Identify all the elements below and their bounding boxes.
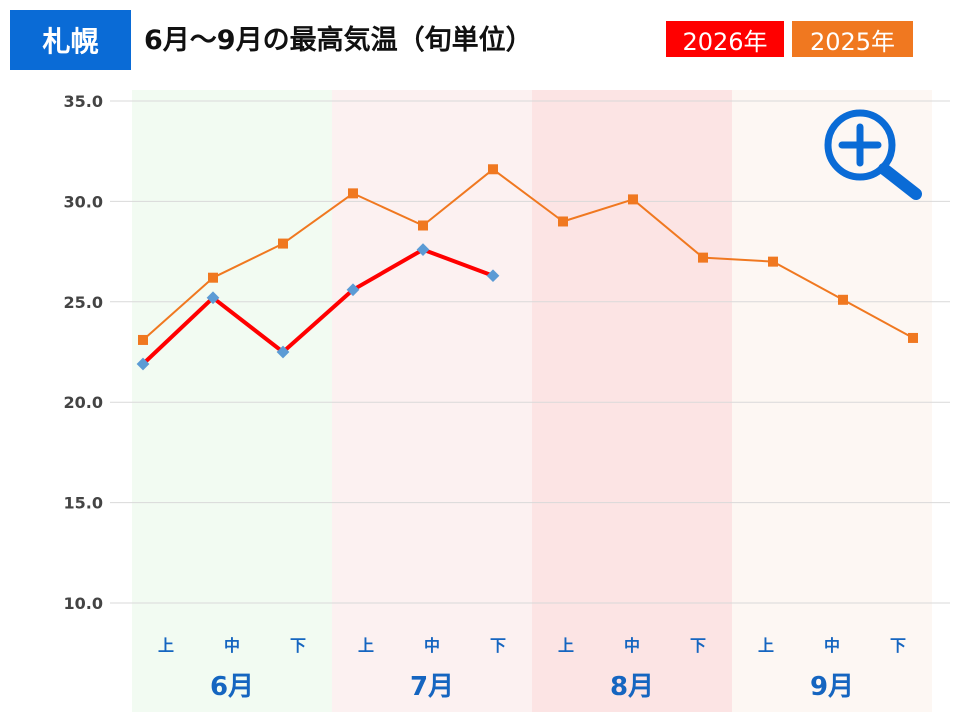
data-point [208, 272, 218, 283]
month-band [132, 90, 332, 712]
y-tick-label: 35.0 [64, 92, 103, 111]
data-point [488, 164, 498, 175]
y-tick-label: 30.0 [64, 192, 103, 211]
data-point [138, 334, 148, 345]
y-tick-label: 10.0 [64, 594, 103, 613]
month-label: 8月 [610, 672, 654, 702]
x-tick-label: 中 [824, 636, 840, 655]
data-point [698, 252, 708, 263]
data-point [628, 194, 638, 205]
data-point [768, 256, 778, 267]
x-tick-label: 上 [358, 636, 374, 655]
zoom-in-icon[interactable] [824, 109, 922, 200]
chart-title: 6月～9月の最高気温（旬単位） [144, 25, 533, 56]
month-label: 7月 [410, 672, 454, 702]
y-tick-label: 25.0 [64, 293, 103, 312]
month-band [332, 90, 532, 712]
x-tick-label: 上 [758, 636, 774, 655]
month-label: 9月 [810, 672, 854, 702]
x-tick-label: 上 [158, 636, 174, 655]
month-label: 6月 [210, 672, 254, 702]
legend-2025: 2025年 [792, 21, 913, 57]
series-line [141, 247, 494, 366]
data-point [136, 357, 150, 371]
x-tick-label: 中 [624, 636, 640, 655]
data-point [348, 188, 358, 199]
x-tick-label: 下 [490, 636, 506, 655]
x-tick-label: 下 [890, 636, 906, 655]
x-tick-label: 下 [690, 636, 706, 655]
series-line [142, 168, 914, 341]
x-tick-label: 中 [424, 636, 440, 655]
data-point [416, 243, 430, 256]
data-point [276, 345, 290, 359]
y-tick-label: 15.0 [64, 494, 103, 513]
data-point [908, 332, 918, 343]
data-point [206, 291, 220, 305]
x-tick-label: 上 [558, 636, 574, 655]
data-point [838, 294, 848, 305]
x-tick-label: 中 [224, 636, 240, 655]
x-tick-label: 下 [290, 636, 306, 655]
y-tick-label: 20.0 [64, 393, 103, 412]
data-point [346, 283, 360, 297]
month-band [532, 90, 732, 712]
month-band [732, 90, 932, 712]
legend-2026: 2026年 [666, 21, 784, 57]
data-point [486, 269, 500, 283]
data-point [558, 216, 568, 227]
data-point [278, 238, 288, 249]
header: 札幌 6月～9月の最高気温（旬単位） 2026年 2025年 [0, 0, 960, 80]
data-point [418, 220, 428, 231]
city-badge: 札幌 [10, 10, 131, 70]
